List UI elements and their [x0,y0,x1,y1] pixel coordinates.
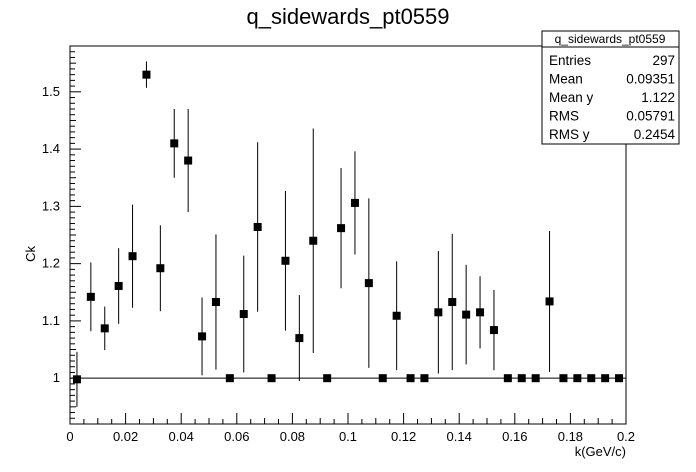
stats-box-name: q_sidewards_pt0559 [555,32,666,46]
data-point [406,374,415,383]
data-point [559,374,568,383]
data-point [295,334,304,343]
data-point [198,332,207,341]
data-point [392,311,401,320]
stats-row-label: RMS [549,109,579,124]
stats-row-value: 0.09351 [626,72,675,87]
y-tick-label: 1.3 [42,198,60,213]
x-tick-label: 0.04 [169,429,194,444]
data-point [601,374,610,383]
data-point [72,375,81,384]
x-tick-label: 0.06 [224,429,249,444]
y-axis-label: Ck [23,246,38,262]
data-point [184,156,193,165]
data-point [225,374,234,383]
data-point [170,139,179,148]
data-point [420,374,429,383]
y-tick-label: 1.2 [42,256,60,271]
data-point [615,374,624,383]
data-point [545,297,554,306]
stats-row-value: 1.122 [641,90,675,105]
y-tick-label: 1 [53,370,60,385]
data-points [72,61,624,407]
data-point [587,374,596,383]
stats-row-value: 297 [652,53,675,68]
x-tick-label: 0.08 [280,429,305,444]
data-point [142,70,151,79]
data-point [378,374,387,383]
data-point [114,281,123,290]
stats-box-frame [541,30,680,145]
data-point [531,374,540,383]
data-point [86,292,95,301]
x-tick-label: 0.12 [391,429,416,444]
data-point [337,224,346,233]
data-point [364,279,373,288]
y-axis: 1 1.1 1.2 1.3 1.4 1.5 [42,45,81,425]
stats-row-label: Mean [549,72,583,87]
data-point [309,236,318,245]
data-point [156,264,165,273]
stats-row-label: RMS y [549,127,590,142]
x-tick-label: 0.18 [558,429,583,444]
x-tick-label: 0.16 [502,429,527,444]
data-point [253,222,262,231]
stats-box: q_sidewards_pt0559 Entries 297 Mean 0.09351… [541,30,680,145]
chart-title: q_sidewards_pt0559 [246,4,449,29]
data-point [281,256,290,265]
y-tick-label: 1.5 [42,84,60,99]
data-point [573,374,582,383]
data-point [323,374,332,383]
stats-rows: Entries 297 Mean 0.09351 Mean y 1.122 RMS 0.057… [549,53,675,142]
data-point [448,298,457,307]
x-tick-label: 0.02 [113,429,138,444]
stats-row-label: Mean y [549,90,594,105]
data-point [211,298,220,307]
data-point [503,374,512,383]
data-point [462,310,471,319]
data-point [476,308,485,317]
x-axis: 0 0.02 0.04 0.06 0.08 0.1 0.12 0.14 0.16 0.18 0.2 [66,413,635,444]
stats-row-value: 0.05791 [626,109,675,124]
data-point [350,198,359,207]
x-tick-label: 0.2 [617,429,635,444]
data-point [434,308,443,317]
data-point [267,374,276,383]
y-tick-label: 1.1 [42,313,60,328]
data-point [128,252,137,261]
stats-row-label: Entries [549,53,591,68]
x-axis-label: k(GeV/c) [575,444,626,459]
y-tick-label: 1.4 [42,141,60,156]
x-tick-label: 0.1 [339,429,357,444]
data-point [517,374,526,383]
x-tick-label: 0 [66,429,73,444]
data-point [239,310,248,319]
data-point [489,326,498,335]
x-tick-label: 0.14 [447,429,472,444]
stats-row-value: 0.2454 [634,127,676,142]
data-point [100,324,109,333]
